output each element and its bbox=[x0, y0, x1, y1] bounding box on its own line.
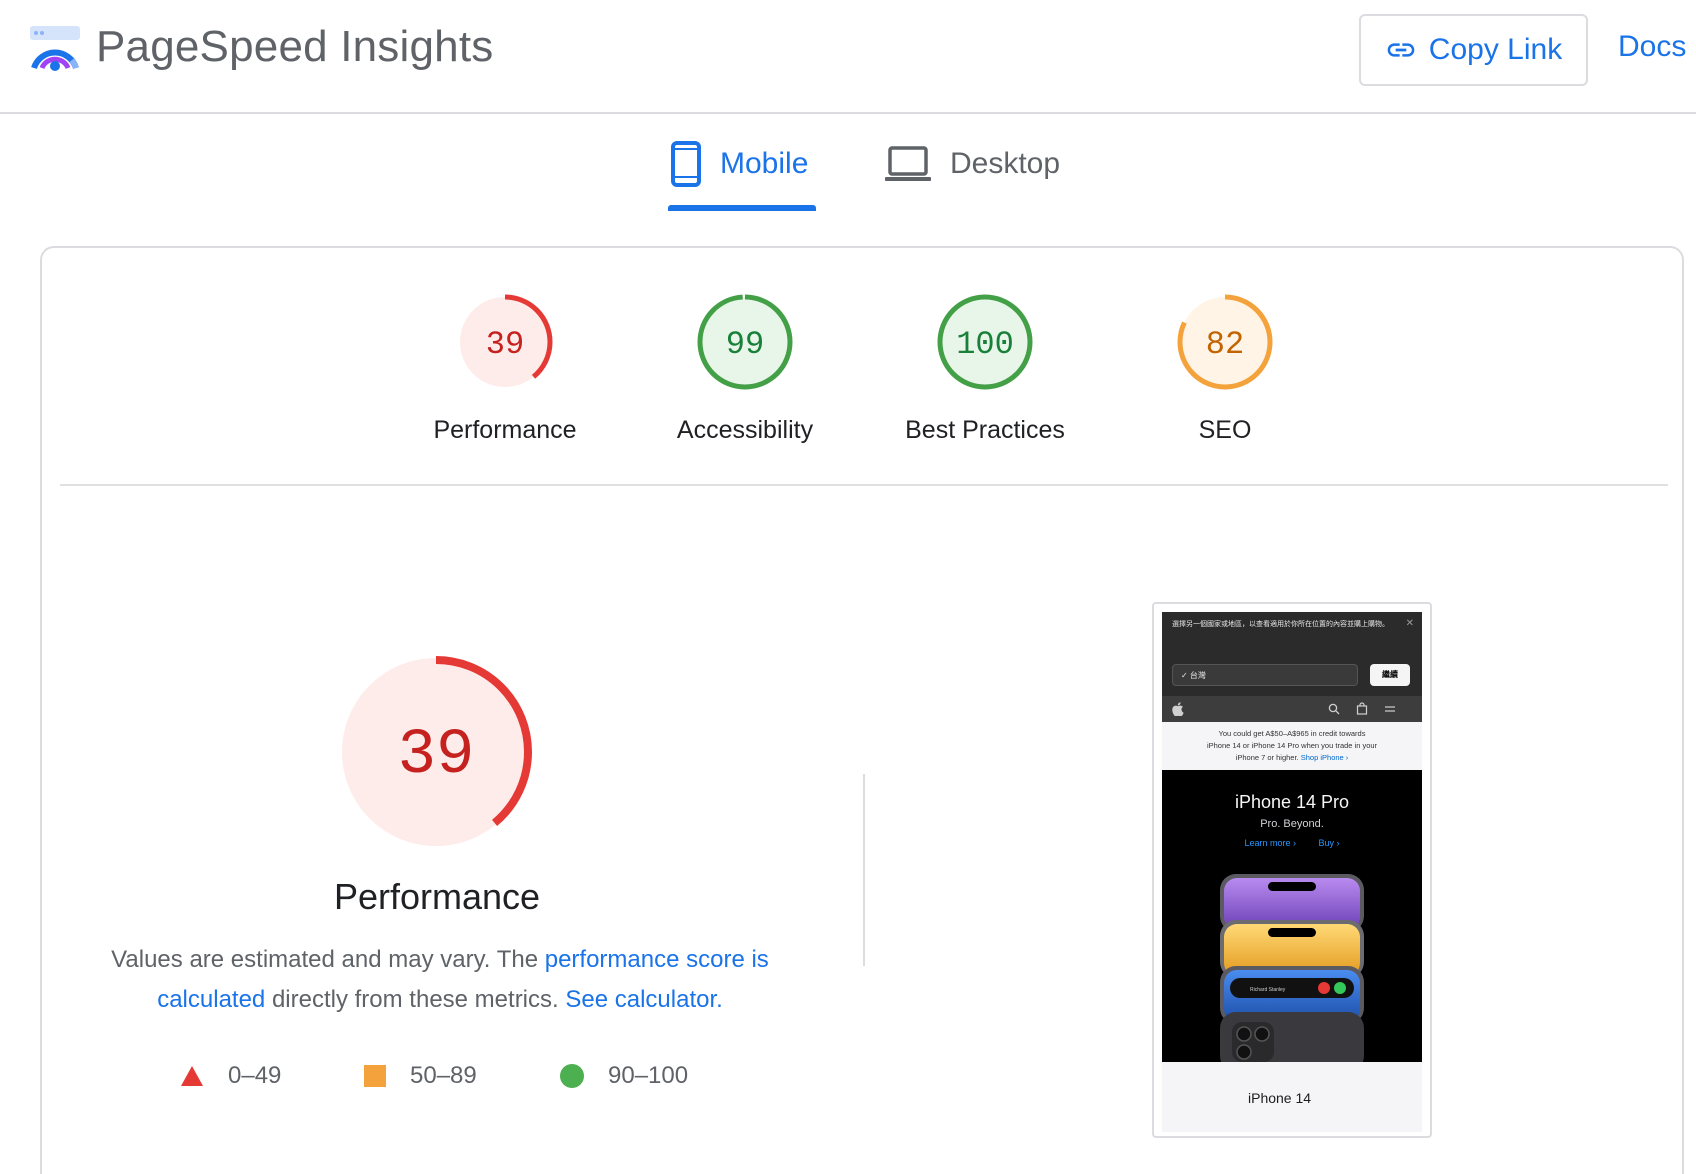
tab-desktop[interactable]: Desktop bbox=[884, 140, 1060, 188]
promo-line-1: You could get A$50–A$965 in credit towar… bbox=[1218, 729, 1366, 738]
copy-link-button[interactable]: Copy Link bbox=[1359, 14, 1588, 86]
green-circle-icon bbox=[560, 1064, 584, 1088]
pagespeed-logo-icon[interactable] bbox=[28, 24, 82, 78]
smartphone-icon bbox=[671, 141, 701, 187]
gauge-performance-value: 39 bbox=[486, 326, 524, 363]
region-banner-text: 選擇另一個國家或地區，以查看適用於你所在位置的內容並購上購物。 bbox=[1172, 621, 1389, 628]
gauge-seo-ring: 82 bbox=[1177, 294, 1273, 390]
legend-item-fail: 0–49 bbox=[180, 1062, 281, 1090]
app-title: PageSpeed Insights bbox=[96, 22, 494, 71]
gauge-seo-value: 82 bbox=[1206, 326, 1244, 363]
see-calculator-link[interactable]: See calculator. bbox=[565, 986, 723, 1013]
top-app-bar: PageSpeed Insights Copy Link Docs bbox=[0, 0, 1696, 114]
legend-item-average: 50–89 bbox=[364, 1062, 477, 1090]
bag-icon bbox=[1356, 702, 1368, 715]
shop-iphone-link: Shop iPhone › bbox=[1300, 753, 1349, 762]
performance-description: Values are estimated and may vary. The p… bbox=[100, 940, 780, 1020]
gauge-best-practices[interactable]: 100 Best Practices bbox=[865, 292, 1105, 445]
iphone-hero: iPhone 14 Pro Pro. Beyond. Learn more › … bbox=[1162, 770, 1422, 1062]
page-screenshot: 選擇另一個國家或地區，以查看適用於你所在位置的內容並購上購物。 ✕ ✓ 台灣 繼… bbox=[1162, 612, 1422, 1132]
menu-icon bbox=[1385, 706, 1395, 712]
gauge-performance[interactable]: 39 Performance bbox=[385, 292, 625, 445]
performance-score-gauge: 39 bbox=[340, 656, 532, 848]
legend-fail-range: 0–49 bbox=[228, 1062, 282, 1089]
buy-link: Buy › bbox=[1318, 838, 1340, 848]
link-icon bbox=[1387, 43, 1415, 57]
hero-links: Learn more › Buy › bbox=[1162, 838, 1422, 848]
performance-desc-middle: directly from these metrics. bbox=[265, 986, 566, 1013]
performance-score-link[interactable]: performance score is calculated bbox=[157, 946, 769, 1013]
gauge-performance-ring: 39 bbox=[457, 294, 553, 390]
trade-in-promo: You could get A$50–A$965 in credit towar… bbox=[1162, 722, 1422, 770]
gauge-accessibility-label: Accessibility bbox=[676, 416, 814, 444]
gauge-accessibility-ring: 99 bbox=[697, 294, 793, 390]
gauge-best-practices-ring: 100 bbox=[937, 294, 1033, 390]
gauge-best-practices-label: Best Practices bbox=[905, 416, 1065, 444]
gauge-seo[interactable]: 82 SEO bbox=[1105, 292, 1345, 445]
caller-name: Richard Stanley bbox=[1250, 987, 1286, 993]
tab-mobile[interactable]: Mobile bbox=[670, 140, 808, 188]
category-gauges: 39 Performance 99 Accessibility 100 Best… bbox=[42, 292, 1682, 462]
gauge-seo-label: SEO bbox=[1198, 416, 1252, 444]
copy-link-label: Copy Link bbox=[1428, 33, 1563, 66]
orange-square-icon bbox=[364, 1065, 386, 1087]
legend-average-range: 50–89 bbox=[410, 1062, 477, 1089]
performance-desc-prefix: Values are estimated and may vary. The bbox=[111, 946, 545, 973]
gauge-accessibility[interactable]: 99 Accessibility bbox=[625, 292, 865, 445]
country-select: ✓ 台灣 bbox=[1172, 664, 1358, 686]
promo-line-3: iPhone 7 or higher. bbox=[1235, 753, 1299, 762]
iphone-stack-image: Richard Stanley bbox=[1220, 874, 1364, 1062]
legend-pass-range: 90–100 bbox=[608, 1062, 689, 1089]
region-banner: 選擇另一個國家或地區，以查看適用於你所在位置的內容並購上購物。 ✕ ✓ 台灣 繼… bbox=[1162, 612, 1422, 696]
next-section: iPhone 14 bbox=[1162, 1062, 1422, 1132]
gauges-divider bbox=[60, 484, 1668, 486]
close-icon: ✕ bbox=[1405, 618, 1414, 629]
report-card: 39 Performance 99 Accessibility 100 Best… bbox=[40, 246, 1684, 1174]
next-section-title: iPhone 14 bbox=[1248, 1090, 1312, 1106]
gauge-performance-label: Performance bbox=[433, 416, 577, 444]
performance-score-value: 39 bbox=[398, 720, 475, 792]
tab-mobile-label: Mobile bbox=[720, 147, 809, 180]
promo-line-2: iPhone 14 or iPhone 14 Pro when you trad… bbox=[1206, 741, 1378, 750]
docs-link[interactable]: Docs bbox=[1618, 30, 1687, 63]
tab-desktop-label: Desktop bbox=[950, 147, 1061, 180]
gauge-best-practices-value: 100 bbox=[956, 326, 1014, 363]
apple-icon bbox=[1172, 702, 1184, 716]
laptop-icon bbox=[885, 146, 931, 181]
site-nav bbox=[1162, 696, 1422, 722]
vertical-divider bbox=[863, 774, 865, 966]
hero-subtitle: Pro. Beyond. bbox=[1260, 818, 1324, 830]
learn-more-link: Learn more › bbox=[1244, 838, 1296, 848]
gauge-accessibility-value: 99 bbox=[726, 326, 764, 363]
search-icon bbox=[1328, 703, 1340, 715]
performance-title: Performance bbox=[333, 876, 541, 917]
hero-title: iPhone 14 Pro bbox=[1234, 792, 1350, 812]
continue-button: 繼續 bbox=[1370, 664, 1410, 686]
tab-mobile-selected-indicator bbox=[668, 205, 816, 211]
red-triangle-icon bbox=[181, 1066, 203, 1086]
page-screenshot-thumbnail[interactable]: 選擇另一個國家或地區，以查看適用於你所在位置的內容並購上購物。 ✕ ✓ 台灣 繼… bbox=[1152, 602, 1432, 1138]
legend-item-pass: 90–100 bbox=[560, 1062, 688, 1090]
